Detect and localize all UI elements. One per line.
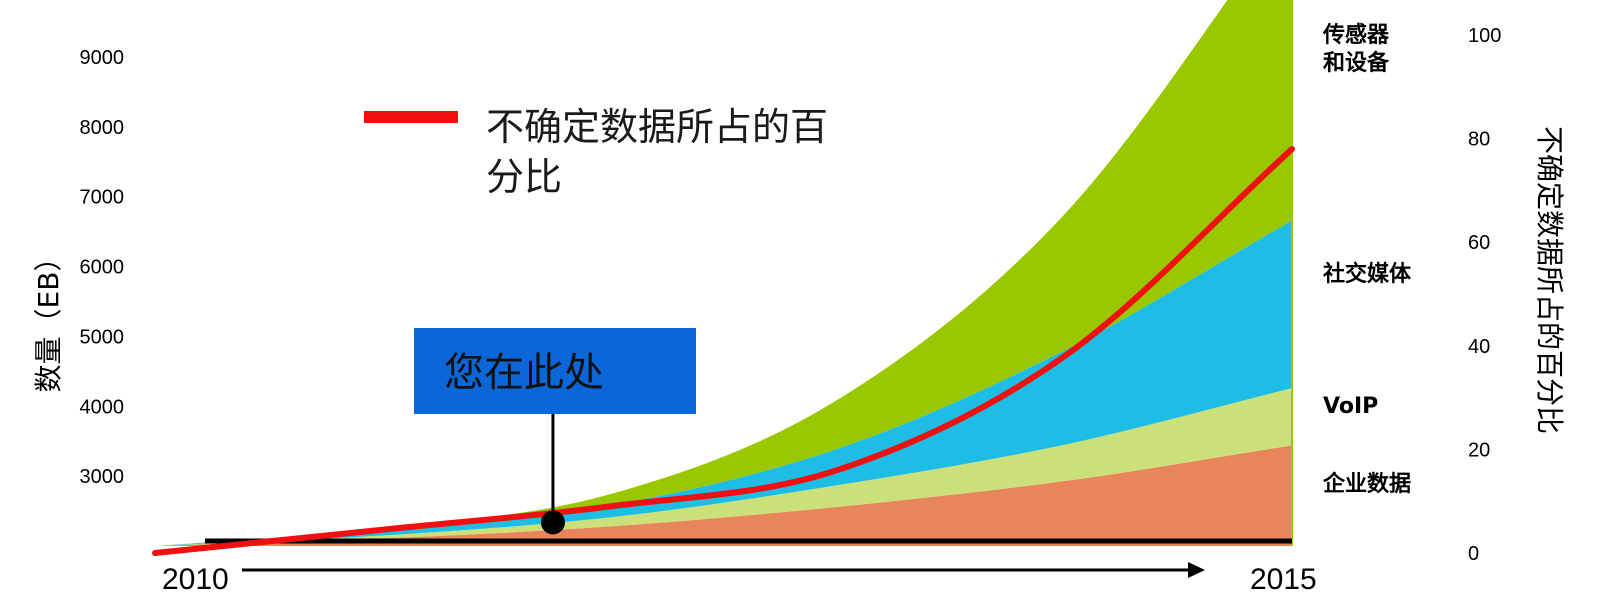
series-label-3: 社交媒体 <box>1323 261 1412 287</box>
y-axis-label: 数量（EB） <box>32 244 65 393</box>
y2-tick-label: 0 <box>1468 543 1479 565</box>
series-labels: 企业数据 VoIP 社交媒体 传感器和设备 <box>1322 22 1412 497</box>
y2-tick-label: 20 <box>1468 439 1490 461</box>
series-label-4: 传感器和设备 <box>1322 22 1390 76</box>
legend: 不确定数据所占的百分比 <box>364 105 828 199</box>
callout-box <box>414 328 696 414</box>
left-axis-ticks: 3000 4000 5000 6000 7000 8000 9000 <box>80 47 125 488</box>
callout-marker <box>540 510 565 535</box>
stacked-area-layers <box>155 0 1293 546</box>
y-tick-label: 3000 <box>80 466 125 488</box>
legend-label: 不确定数据所占的百分比 <box>486 105 828 199</box>
area-3 <box>155 220 1292 546</box>
y-tick-label: 8000 <box>80 117 125 139</box>
y-tick-label: 9000 <box>80 47 125 69</box>
y2-tick-label: 40 <box>1468 336 1490 358</box>
callout-label: 您在此处 <box>444 350 604 396</box>
area-4 <box>155 0 1292 546</box>
time-axis: 2010 2015 <box>162 562 1317 596</box>
y-tick-label: 6000 <box>80 257 125 279</box>
time-arrow-head <box>1188 562 1205 578</box>
y2-tick-label: 80 <box>1468 129 1490 151</box>
y-tick-label: 5000 <box>80 326 125 348</box>
right-axis-ticks: 0 20 40 60 80 100 <box>1468 25 1501 565</box>
area-2 <box>155 388 1292 546</box>
y2-tick-label: 60 <box>1468 232 1490 254</box>
you-are-here-callout: 您在此处 <box>414 328 696 535</box>
y-tick-label: 7000 <box>80 187 125 209</box>
series-label-2: VoIP <box>1323 394 1378 419</box>
y-tick-label: 4000 <box>80 396 125 418</box>
y2-tick-label: 100 <box>1468 25 1501 47</box>
percentage-line <box>152 146 1295 556</box>
start-year-label: 2010 <box>162 563 229 596</box>
area-1 <box>155 445 1292 546</box>
series-label-1: 企业数据 <box>1322 471 1411 497</box>
y2-axis-label: 不确定数据所占的百分比 <box>1533 126 1566 434</box>
end-year-label: 2015 <box>1250 563 1317 596</box>
